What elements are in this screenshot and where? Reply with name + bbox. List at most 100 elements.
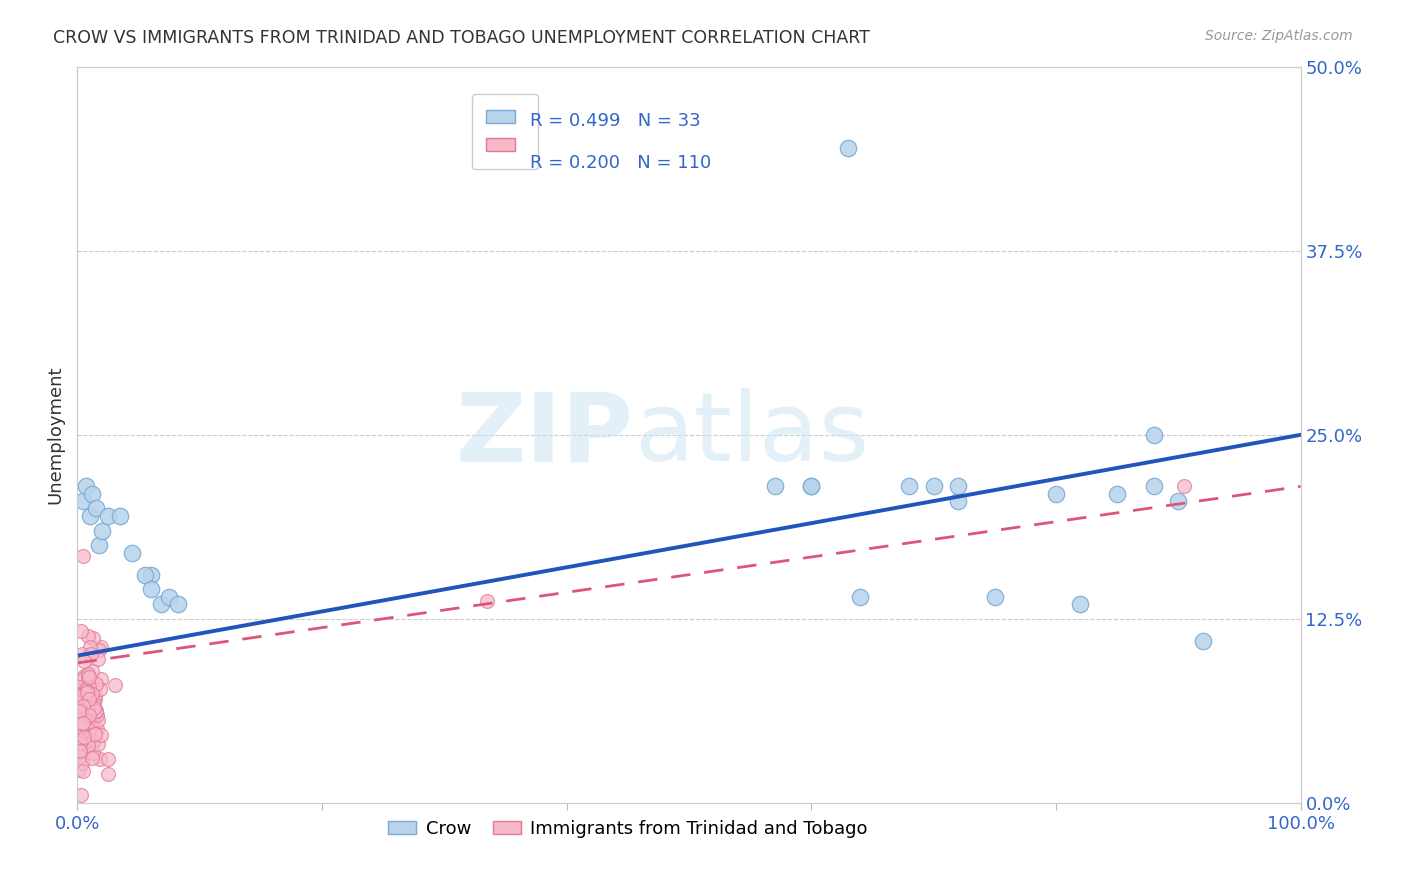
Point xyxy=(67,704,90,718)
Point xyxy=(73,748,96,763)
Point xyxy=(84,727,107,741)
Point xyxy=(72,701,94,715)
Point xyxy=(82,746,104,760)
Point xyxy=(83,697,105,711)
Point xyxy=(82,736,104,750)
Point xyxy=(70,733,93,747)
Point xyxy=(76,700,98,714)
Point xyxy=(79,700,101,714)
Point xyxy=(134,567,156,582)
Point xyxy=(80,750,103,764)
Point xyxy=(77,669,100,683)
Point xyxy=(1069,597,1091,611)
Point xyxy=(67,687,90,701)
Point xyxy=(84,706,107,721)
Point xyxy=(75,479,97,493)
Point xyxy=(67,680,90,694)
Point xyxy=(79,691,101,706)
Point xyxy=(83,707,105,722)
Point xyxy=(922,479,945,493)
Point xyxy=(946,494,969,508)
Point xyxy=(157,590,180,604)
Text: Source: ZipAtlas.com: Source: ZipAtlas.com xyxy=(1205,29,1353,44)
Point xyxy=(69,736,91,750)
Point xyxy=(76,739,98,753)
Point xyxy=(70,699,93,714)
Point xyxy=(82,732,104,747)
Point xyxy=(984,590,1007,604)
Point xyxy=(70,624,93,638)
Point xyxy=(89,538,111,552)
Point xyxy=(104,678,127,692)
Point xyxy=(898,479,921,493)
Point xyxy=(97,752,120,766)
Point xyxy=(84,704,107,718)
Point xyxy=(77,692,100,706)
Point xyxy=(77,697,100,711)
Point xyxy=(80,730,103,744)
Point xyxy=(67,684,90,698)
Point xyxy=(1173,479,1195,493)
Point xyxy=(80,665,103,679)
Point xyxy=(800,479,823,493)
Point xyxy=(79,732,101,747)
Point xyxy=(79,647,101,661)
Point xyxy=(139,567,162,582)
Point xyxy=(79,508,101,523)
Point xyxy=(72,737,94,751)
Point xyxy=(1045,487,1067,501)
Point xyxy=(75,703,97,717)
Point xyxy=(77,670,100,684)
Text: atlas: atlas xyxy=(634,388,869,482)
Point xyxy=(72,549,94,563)
Point xyxy=(82,728,104,742)
Point xyxy=(76,685,98,699)
Point xyxy=(67,764,90,778)
Point xyxy=(108,508,131,523)
Point xyxy=(79,723,101,738)
Point xyxy=(849,590,872,604)
Point xyxy=(70,756,93,771)
Legend: Crow, Immigrants from Trinidad and Tobago: Crow, Immigrants from Trinidad and Tobag… xyxy=(381,813,875,846)
Point xyxy=(73,671,96,685)
Point xyxy=(84,501,107,516)
Point xyxy=(77,629,100,643)
Point xyxy=(69,748,91,763)
Point xyxy=(72,730,94,744)
Point xyxy=(76,684,98,698)
Point xyxy=(84,704,107,718)
Point xyxy=(1191,633,1213,648)
Point xyxy=(97,767,120,781)
Point xyxy=(87,643,110,657)
Point xyxy=(82,708,104,723)
Point xyxy=(75,681,97,696)
Point xyxy=(75,709,97,723)
Point xyxy=(84,677,107,691)
Point xyxy=(83,691,105,706)
Point xyxy=(800,479,823,493)
Point xyxy=(70,690,93,704)
Point xyxy=(70,789,93,803)
Point xyxy=(72,494,94,508)
Point xyxy=(67,696,90,710)
Point xyxy=(80,487,103,501)
Point xyxy=(75,684,97,698)
Point xyxy=(70,648,93,662)
Point xyxy=(67,705,90,719)
Point xyxy=(1107,487,1129,501)
Point xyxy=(79,703,101,717)
Point xyxy=(75,681,97,695)
Point xyxy=(86,722,108,736)
Point xyxy=(72,699,94,714)
Point xyxy=(121,545,143,560)
Point xyxy=(76,723,98,737)
Point xyxy=(475,594,498,608)
Point xyxy=(139,582,162,597)
Point xyxy=(77,740,100,755)
Point xyxy=(73,715,96,730)
Point xyxy=(90,524,112,538)
Point xyxy=(83,688,105,702)
Text: CROW VS IMMIGRANTS FROM TRINIDAD AND TOBAGO UNEMPLOYMENT CORRELATION CHART: CROW VS IMMIGRANTS FROM TRINIDAD AND TOB… xyxy=(53,29,870,47)
Point xyxy=(79,727,101,741)
Point xyxy=(70,716,93,731)
